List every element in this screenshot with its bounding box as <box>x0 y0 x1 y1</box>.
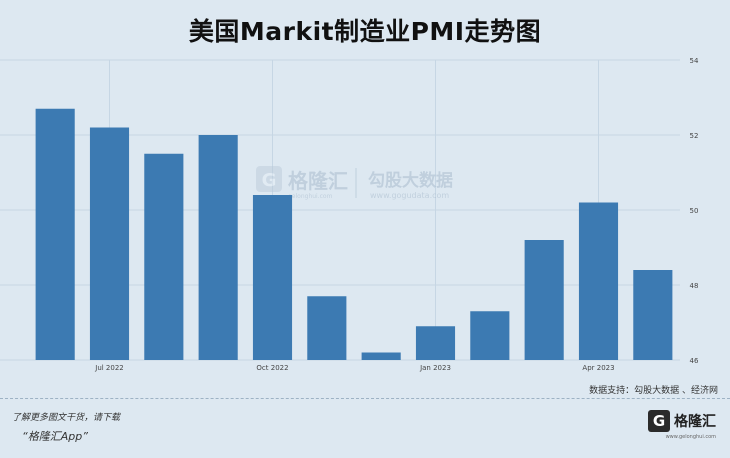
watermark: G 格隆汇 gelonghui.com 勾股大数据 www.gogudata.c… <box>256 166 453 200</box>
brand-name: 格隆汇 <box>674 414 716 430</box>
bar <box>307 296 347 360</box>
x-axis-ticks: Jul 2022 Oct 2022 Jan 2023 Apr 2023 <box>94 364 614 372</box>
bar <box>252 195 293 360</box>
data-source: 数据支持：勾股大数据 、经济网 <box>589 386 718 396</box>
x-tick-label: Jan 2023 <box>419 364 451 372</box>
watermark-brand-sub: gelonghui.com <box>288 193 333 200</box>
y-tick-label: 46 <box>690 357 699 365</box>
promo-app-name[interactable]: “格隆汇App” <box>22 430 88 443</box>
bar <box>470 311 510 360</box>
x-tick-label: Oct 2022 <box>256 364 288 372</box>
bar <box>198 135 238 360</box>
brand-g-icon: G <box>648 410 670 432</box>
bar <box>144 153 184 360</box>
watermark-partner-url: www.gogudata.com <box>370 191 449 200</box>
bar <box>578 202 619 360</box>
y-tick-label: 50 <box>690 207 699 215</box>
y-axis-ticks: 46 48 50 52 54 <box>690 57 699 365</box>
watermark-brand: 格隆汇 <box>288 169 348 193</box>
chart-title: 美国Markit制造业PMI走势图 <box>188 17 542 46</box>
bar-series <box>35 108 673 360</box>
bar <box>361 352 401 360</box>
brand-url: www.gelonghui.com <box>665 434 716 440</box>
watermark-partner: 勾股大数据 <box>368 170 453 191</box>
footer-divider <box>0 398 730 399</box>
bar <box>415 326 456 360</box>
promo-text: 了解更多图文干货，请下载 <box>12 413 121 423</box>
bar-chart: G 格隆汇 gelonghui.com 勾股大数据 www.gogudata.c… <box>0 57 699 372</box>
x-tick-label: Jul 2022 <box>94 364 124 372</box>
bar <box>524 240 564 360</box>
watermark-logo-icon <box>256 166 282 192</box>
x-tick-label: Apr 2023 <box>582 364 614 372</box>
y-tick-label: 54 <box>690 57 699 65</box>
watermark-logo-letter: G <box>262 170 277 191</box>
bar <box>633 270 673 360</box>
bar <box>35 108 75 360</box>
y-tick-label: 48 <box>690 282 699 290</box>
bar <box>89 127 130 360</box>
brand-logo[interactable]: G 格隆汇 www.gelonghui.com <box>648 410 716 440</box>
y-tick-label: 52 <box>690 132 699 140</box>
